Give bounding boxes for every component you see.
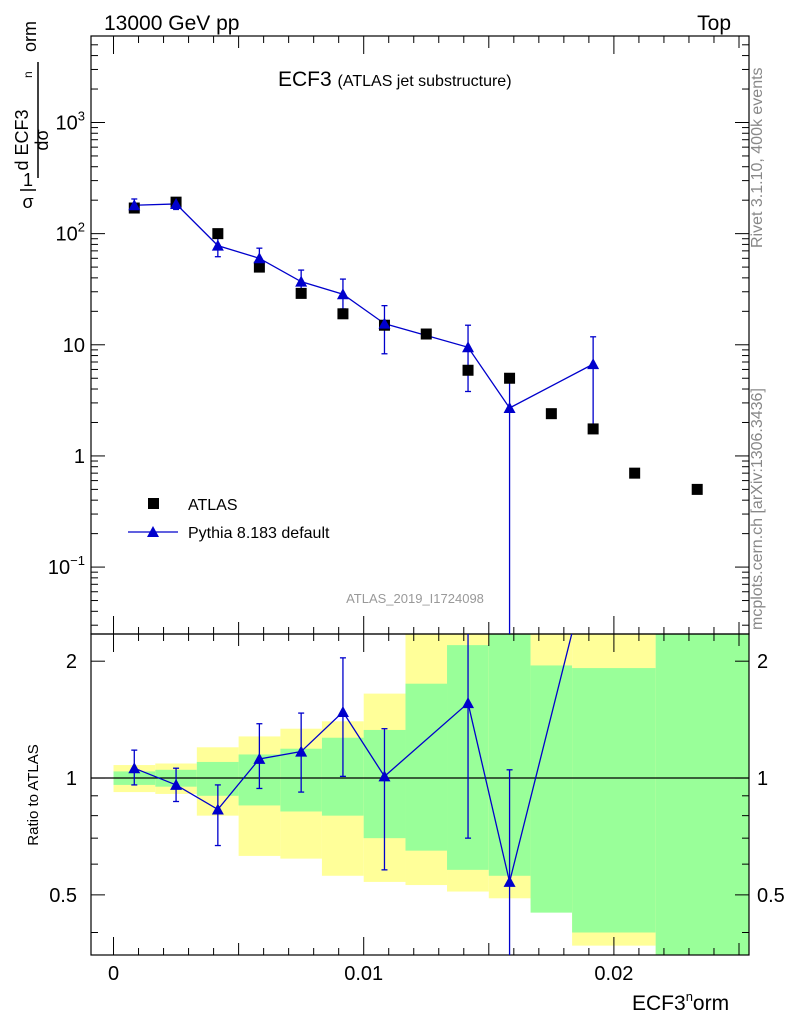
main-y-axis-label: 1 σ d ECF3 dσ n orm	[12, 21, 52, 212]
pythia-point	[170, 197, 183, 209]
svg-text:d ECF3: d ECF3	[12, 109, 32, 170]
ratio-point	[503, 875, 516, 887]
pythia-point	[587, 358, 600, 370]
svg-text:dσ: dσ	[32, 129, 52, 150]
main-y-tick-label: 10	[63, 335, 85, 357]
ratio-line	[134, 634, 573, 883]
legend-label-pythia: Pythia 8.183 default	[188, 525, 330, 542]
band-inner	[655, 634, 749, 955]
atlas-point	[295, 287, 307, 299]
atlas-point	[462, 364, 474, 376]
atlas-point	[504, 372, 516, 384]
atlas-point	[587, 423, 599, 435]
ratio-point	[295, 745, 308, 757]
mcplots-label: mcplots.cern.ch [arXiv:1306.3436]	[749, 388, 766, 630]
ratio-line-group	[128, 634, 573, 955]
x-tick-label: 0.02	[594, 963, 633, 985]
atlas-point	[629, 467, 641, 479]
svg-text:n: n	[21, 71, 35, 78]
pythia-point	[295, 275, 308, 287]
ratio-point	[253, 752, 266, 764]
band-inner	[405, 683, 448, 851]
ratio-point	[170, 778, 183, 790]
legend-label-atlas: ATLAS	[188, 497, 238, 514]
ratio-point	[462, 697, 475, 709]
ratio-axes: 0 0.01 0.02 0.5 0.5 1 1 2 2	[49, 633, 785, 985]
main-data-marks	[128, 196, 703, 634]
pythia-point	[462, 341, 475, 353]
legend-marker-pythia	[147, 526, 159, 537]
ratio-y-tick-label: 0.5	[49, 885, 77, 907]
pythia-line	[134, 203, 594, 409]
x-axis-label: ECF3norm	[632, 989, 729, 1015]
svg-text:orm: orm	[20, 21, 40, 52]
svg-text:σ: σ	[22, 192, 33, 212]
atlas-point	[337, 308, 349, 320]
x-tick-label: 0	[108, 963, 119, 985]
band-inner	[572, 668, 656, 933]
ratio-y-tick-label: 2	[66, 651, 77, 673]
rivet-label: Rivet 3.1.10, 400k events	[749, 67, 766, 248]
ratio-y-tick-label: 1	[66, 768, 77, 790]
ratio-frame	[90, 633, 750, 956]
ratio-point	[211, 803, 224, 815]
pythia-point	[336, 288, 349, 300]
header-right: Top	[697, 12, 731, 35]
header-left: 13000 GeV pp	[104, 12, 239, 35]
chart-title: ECF3 (ATLAS jet substructure)	[278, 68, 512, 91]
pythia-point	[211, 239, 224, 251]
ratio-y-axis-label: Ratio to ATLAS	[25, 744, 42, 845]
ratio-point	[128, 762, 141, 774]
atlas-point	[253, 261, 265, 273]
atlas-point	[691, 483, 703, 495]
legend-marker-atlas	[148, 498, 159, 509]
legend: ATLAS Pythia 8.183 default	[128, 497, 330, 542]
analysis-id: ATLAS_2019_I1724098	[346, 591, 484, 606]
pythia-point	[503, 401, 516, 413]
pythia-point	[378, 317, 391, 329]
ratio-bands	[113, 634, 749, 955]
ratio-y-tick-label-right: 0.5	[757, 885, 785, 907]
band-inner	[530, 665, 573, 913]
ratio-point	[336, 705, 349, 717]
main-y-tick-label: 1	[74, 446, 85, 468]
main-y-tick-label: 103	[56, 108, 85, 134]
x-tick-label: 0.01	[344, 963, 383, 985]
ratio-data-marks	[128, 634, 573, 955]
ratio-y-tick-label-right: 1	[757, 768, 768, 790]
main-frame	[90, 35, 750, 635]
ratio-y-tick-label-right: 2	[757, 651, 768, 673]
main-y-tick-label: 102	[56, 220, 85, 246]
svg-text:1: 1	[23, 170, 33, 190]
pythia-point	[128, 199, 141, 211]
pythia-point	[253, 252, 266, 264]
main-y-tick-label: 10−1	[48, 553, 85, 579]
atlas-point	[212, 228, 224, 240]
atlas-point	[545, 408, 557, 420]
atlas-point	[420, 328, 432, 340]
ratio-point	[378, 770, 391, 782]
